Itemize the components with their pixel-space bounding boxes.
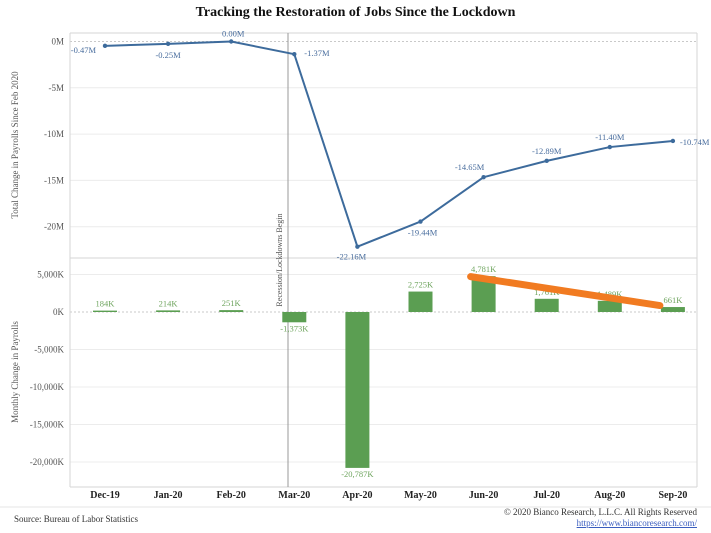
y-tick-label: 0M [51,37,64,47]
bar [156,310,181,312]
y-tick-label: -20,000K [30,457,65,467]
x-tick-label: May-20 [404,490,437,501]
line-point [292,51,297,57]
line-point [229,39,234,44]
bar-label: 2,725K [408,280,434,290]
y-tick-label: 5,000K [37,270,64,280]
bar-label: 4,781K [471,264,497,274]
bar [93,310,117,312]
x-tick-label: Jan-20 [154,490,183,501]
point-label: -12.89M [532,146,562,156]
y-tick-label: -5,000K [34,345,64,355]
line-point [355,244,360,249]
bar-label: -1,373K [280,323,309,333]
line-series [104,40,673,248]
x-tick-label: Apr-20 [342,490,372,501]
x-tick-label: Sep-20 [658,490,687,501]
source-note: Source: Bureau of Labor Statistics [14,514,138,524]
line-point [544,158,549,164]
bar [660,307,685,312]
bar-label: 661K [663,295,683,305]
x-tick-label: Feb-20 [216,490,245,501]
bar [219,310,244,312]
point-label: -19.44M [408,228,438,238]
bar [534,298,559,312]
trend-annotation-line [467,273,664,310]
y-tick-label: -10,000K [30,382,65,392]
bar-label: 184K [96,299,116,309]
y-tick-label: 0K [53,307,65,317]
line-point [607,144,612,150]
footer-credits: © 2020 Bianco Research, L.L.C. All Right… [504,507,697,530]
x-tick-label: Jul-20 [533,490,560,501]
x-tick-label: Aug-20 [594,490,625,501]
y-tick-label: -5M [49,83,65,93]
bar [345,312,370,468]
point-label: -10.74M [680,137,710,147]
bar-label: 1,489K [597,289,623,299]
recession-label: Recession/Lockdowns Begin [275,213,284,306]
point-label: -11.40M [595,132,625,142]
copyright-text: © 2020 Bianco Research, L.L.C. All Right… [503,506,697,517]
bar-label: -20,787K [341,469,374,479]
top-y-axis-title: Total Change in Payrolls Since Feb 2020 [10,71,20,219]
x-tick-label: Mar-20 [278,490,310,501]
line-point [102,43,108,49]
y-tick-label: -10M [44,129,64,139]
point-label: -1.37M [304,48,330,58]
bar [408,291,433,312]
line-point [670,138,676,144]
bar [282,312,307,323]
y-tick-label: -20M [44,222,64,232]
point-label: -22.16M [337,252,367,262]
line-point [418,219,423,224]
bar-label: 214K [159,298,179,308]
y-tick-label: -15M [44,175,64,185]
point-label: 0.00M [222,29,245,39]
line-point [481,174,486,180]
point-label: -14.65M [455,162,485,172]
chart-title: Tracking the Restoration of Jobs Since t… [195,5,516,20]
website-link[interactable]: https://www.biancoresearch.com/ [576,517,697,528]
bar-label: 251K [222,298,242,308]
point-label: -0.47M [71,45,97,55]
y-tick-label: -15,000K [30,420,65,430]
x-tick-label: Dec-19 [90,490,119,501]
line-point [165,41,171,47]
x-tick-label: Jun-20 [469,490,498,501]
point-label: -0.25M [155,50,181,60]
bar [597,300,622,312]
bottom-y-axis-title: Monthly Change in Payrolls [10,321,20,423]
